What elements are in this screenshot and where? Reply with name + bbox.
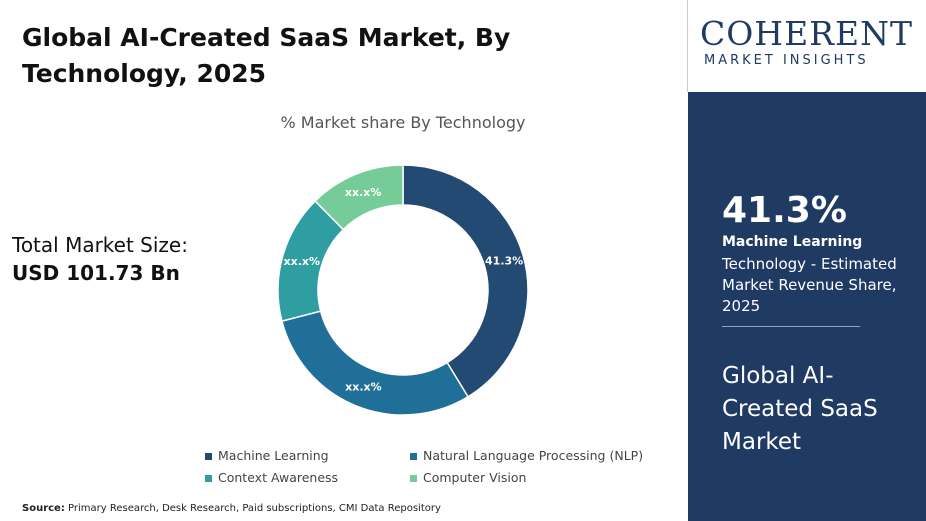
- highlight-description: Technology - Estimated Market Revenue Sh…: [722, 255, 897, 315]
- legend-swatch: [410, 475, 417, 482]
- legend-label: Natural Language Processing (NLP): [423, 448, 644, 463]
- donut-slice: [402, 164, 529, 398]
- chart: 41.3% xx.x% xx.x% xx.x%: [277, 164, 529, 416]
- separator: [687, 0, 688, 92]
- legend-label: Computer Vision: [423, 470, 527, 485]
- legend-label: Machine Learning: [218, 448, 329, 463]
- legend-item: Computer Vision: [410, 470, 526, 485]
- chart-title: Global AI-Created SaaS Market, By Techno…: [22, 23, 511, 88]
- legend-swatch: [205, 453, 212, 460]
- legend-item: Context Awareness: [205, 470, 338, 485]
- legend-swatch: [205, 475, 212, 482]
- source: Source: Primary Research, Desk Research,…: [22, 503, 441, 514]
- data-label: xx.x%: [345, 380, 382, 393]
- legend-label: Context Awareness: [218, 470, 339, 485]
- legend-item: Machine Learning: [205, 448, 329, 463]
- donut-slice: [314, 164, 404, 231]
- highlight-segment: Machine Learning: [722, 234, 863, 250]
- legend-swatch: [410, 453, 417, 460]
- source-text: Primary Research, Desk Research, Paid su…: [68, 503, 441, 514]
- donut-slice: [281, 310, 470, 416]
- chart-subtitle: % Market share By Technology: [280, 113, 526, 132]
- divider: [722, 326, 860, 327]
- sidebar: [688, 92, 926, 521]
- legend-item: Natural Language Processing (NLP): [410, 448, 643, 463]
- logo-name: COHERENT: [700, 14, 913, 53]
- data-label: xx.x%: [345, 186, 382, 199]
- data-label: xx.x%: [284, 255, 321, 268]
- market-size-label: Total Market Size:: [12, 233, 188, 257]
- highlight-value: 41.3%: [722, 190, 847, 231]
- data-label: 41.3%: [485, 255, 523, 268]
- market-size-value: USD 101.73 Bn: [12, 261, 180, 285]
- source-label: Source:: [22, 503, 65, 514]
- market-name: Global AI-Created SaaS Market: [722, 363, 878, 455]
- logo-tagline: MARKET INSIGHTS: [704, 53, 869, 68]
